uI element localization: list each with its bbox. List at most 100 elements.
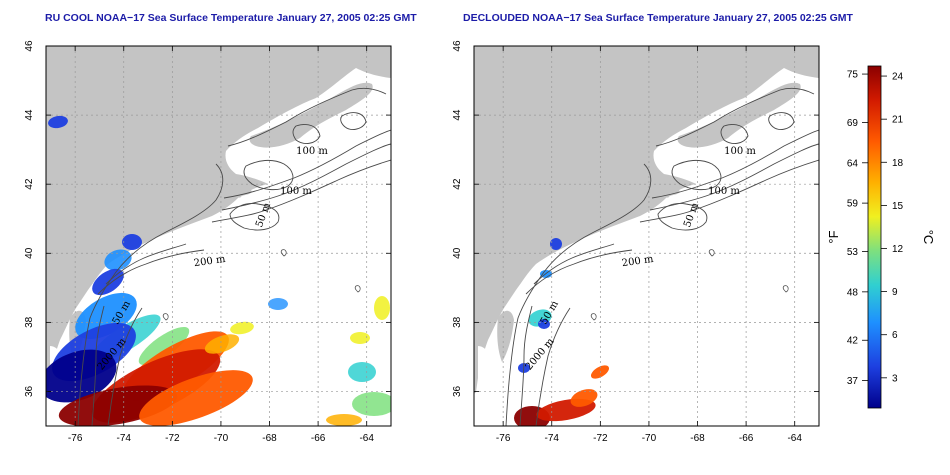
sst-patch — [204, 334, 240, 354]
sst-patch — [104, 249, 132, 271]
depth-contour — [97, 249, 205, 295]
celsius-tick-label: 15 — [892, 201, 904, 212]
lat-tick-label: 36 — [452, 385, 463, 397]
lat-tick-label: 42 — [24, 178, 35, 190]
sst-patch — [350, 332, 370, 344]
sst-patch — [374, 296, 390, 320]
lat-tick-label: 44 — [452, 109, 463, 121]
lat-tick-label: 36 — [24, 385, 35, 397]
lon-tick-label: -64 — [359, 433, 374, 444]
lon-tick-label: -70 — [642, 433, 657, 444]
sst-patch — [348, 362, 376, 382]
contour-depth-label: 100 m — [280, 186, 312, 197]
lat-tick-label: 40 — [452, 247, 463, 259]
lon-tick-label: -74 — [117, 433, 132, 444]
small-contour-ring — [708, 249, 715, 257]
contour-depth-label: 200 m — [621, 254, 654, 269]
depth-contour — [768, 112, 795, 130]
lat-tick-label: 40 — [24, 247, 35, 259]
depth-contour — [639, 159, 819, 223]
lat-tick-label: 44 — [24, 109, 35, 121]
depth-contour — [340, 112, 367, 130]
small-contour-ring — [280, 249, 287, 257]
celsius-tick-label: 21 — [892, 115, 904, 126]
lon-tick-label: -68 — [262, 433, 277, 444]
lat-tick-label: 38 — [24, 316, 35, 328]
lon-tick-label: -72 — [593, 433, 608, 444]
depth-contour — [525, 249, 633, 295]
depth-contour — [651, 129, 819, 199]
depth-contour — [671, 159, 722, 191]
sst-patch — [550, 238, 562, 250]
small-contour-ring — [782, 285, 789, 293]
contour-depth-label: 100 m — [724, 146, 756, 157]
depth-contour — [655, 87, 815, 147]
small-contour-ring — [590, 313, 597, 321]
sst-pixels — [46, 115, 391, 426]
sst-patch — [48, 115, 68, 129]
fahrenheit-tick-label: 42 — [847, 336, 859, 347]
depth-contour — [720, 124, 749, 144]
celsius-tick-label: 24 — [892, 72, 904, 83]
depth-contour — [105, 243, 187, 285]
sst-patch — [139, 370, 253, 426]
small-contour-ring — [162, 313, 169, 321]
sst-patch — [46, 349, 117, 403]
lon-tick-label: -72 — [165, 433, 180, 444]
depth-contour — [519, 305, 533, 426]
map-frame — [45, 45, 392, 427]
depth-contour — [533, 243, 615, 285]
depth-contour — [243, 159, 294, 191]
contour-depth-label: 100 m — [296, 146, 328, 157]
land-mass — [46, 46, 391, 394]
cape-cod-land — [232, 184, 252, 198]
gridlines — [46, 46, 391, 426]
depth-contour — [229, 203, 280, 231]
celsius-tick-label: 9 — [892, 287, 898, 298]
lon-tick-label: -76 — [496, 433, 511, 444]
fahrenheit-tick-label: 75 — [847, 70, 859, 81]
depth-contour — [91, 305, 105, 426]
map-frame — [473, 45, 820, 427]
lon-tick-label: -64 — [787, 433, 802, 444]
fahrenheit-tick-label: 64 — [847, 158, 859, 169]
fahrenheit-tick-label: 48 — [847, 287, 859, 298]
colorbar-gradient — [867, 65, 882, 409]
sst-patch — [326, 414, 362, 426]
sst-patch — [230, 321, 254, 335]
cape-cod-land — [660, 184, 680, 198]
celsius-tick-label: 12 — [892, 244, 904, 255]
depth-contour — [107, 307, 143, 426]
chesapeake-bay-water — [478, 346, 491, 390]
sst-patch — [352, 392, 391, 416]
depth-contour — [223, 129, 391, 199]
right-map-title: DECLOUDED NOAA−17 Sea Surface Temperatur… — [463, 12, 853, 24]
sst-patch — [122, 234, 142, 250]
depth-contour — [211, 159, 391, 223]
contour-depth-label: 200 m — [193, 254, 226, 269]
celsius-tick-label: 18 — [892, 158, 904, 169]
fahrenheit-unit-label: °F — [826, 230, 841, 243]
temperature-colorbar: 75 69 64 59 53 48 42 37 24 21 18 15 12 9 6 3 °F °C — [826, 65, 936, 409]
celsius-unit-label: °C — [921, 230, 936, 245]
lon-tick-label: -68 — [690, 433, 705, 444]
sst-patch — [75, 292, 137, 340]
lat-tick-label: 46 — [24, 40, 35, 52]
fahrenheit-tick-label: 37 — [847, 376, 859, 387]
fahrenheit-tick-label: 53 — [847, 247, 859, 258]
lon-tick-label: -74 — [545, 433, 560, 444]
depth-contour — [77, 163, 224, 426]
depth-contour — [535, 307, 571, 426]
lon-tick-label: -66 — [311, 433, 326, 444]
fahrenheit-tick-label: 69 — [847, 118, 859, 129]
sst-patch — [538, 319, 550, 329]
depth-contour — [227, 87, 387, 147]
lat-tick-label: 38 — [452, 316, 463, 328]
lon-tick-label: -70 — [214, 433, 229, 444]
gridlines — [474, 46, 819, 426]
